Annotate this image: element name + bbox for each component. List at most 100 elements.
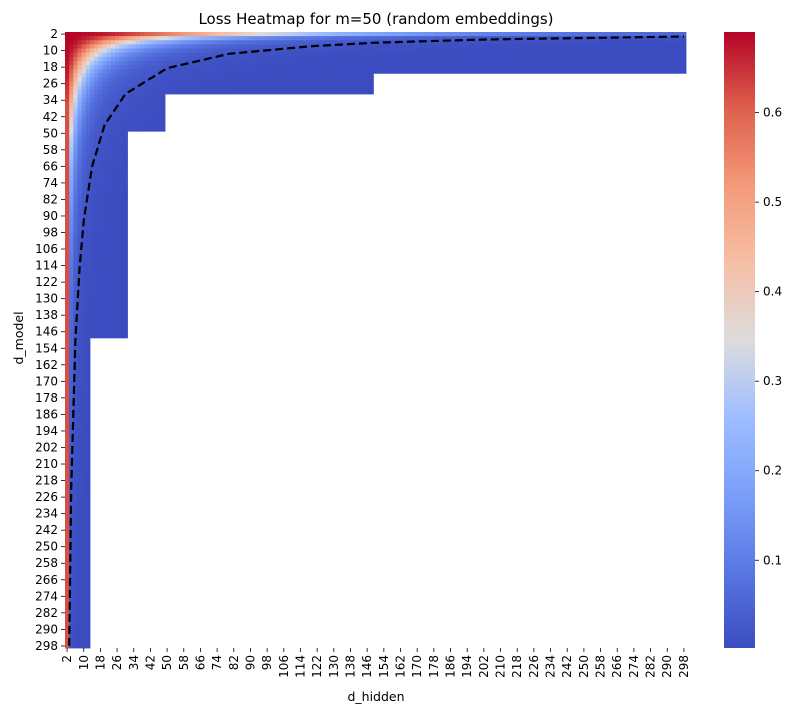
heatmap-cell [144,122,162,128]
heatmap-cell [152,106,158,111]
heatmap-cell [215,48,220,54]
heatmap-cell [431,36,437,41]
heatmap-cell [85,478,91,484]
heatmap-cell [102,131,108,136]
heatmap-cell [90,201,95,207]
heatmap-cell [410,36,416,41]
heatmap-cell [65,234,70,240]
heatmap-cell [65,56,70,62]
heatmap-cell [65,536,70,541]
heatmap-cell [177,40,183,45]
heatmap-cell [156,48,162,54]
heatmap-cell [65,503,70,508]
heatmap-cell [94,242,99,248]
heatmap-cell [77,577,83,583]
x-tick-label: 74 [210,655,224,670]
heatmap-cell [73,379,78,384]
heatmap-cell [81,172,87,178]
y-tick-label: 74 [43,176,58,190]
heatmap-cell [77,56,83,62]
heatmap-cells [65,32,687,649]
heatmap-cell [77,573,83,579]
heatmap-cell [110,189,120,194]
heatmap-cell [81,416,87,422]
heatmap-cell [73,164,78,169]
heatmap-cell [465,32,470,37]
heatmap-cell [135,94,141,99]
heatmap-cell [98,193,103,198]
heatmap-cell [119,114,124,120]
heatmap-cell [85,218,91,223]
heatmap-cell [127,110,133,116]
heatmap-cell [69,81,74,87]
heatmap-cell [69,602,74,608]
heatmap-cell [415,32,420,37]
heatmap-cell [98,255,103,260]
heatmap-cell [94,230,99,235]
heatmap-cell [106,172,112,178]
heatmap-cell [65,610,70,616]
heatmap-cell [565,40,604,45]
heatmap-cell [65,391,70,397]
heatmap-cell [319,65,328,70]
heatmap-cell [177,36,183,41]
heatmap-cell [427,32,433,37]
heatmap-cell [94,184,99,190]
heatmap-cell [177,60,183,66]
heatmap-cell [602,40,629,45]
chart-title: Loss Heatmap for m=50 (random embeddings… [198,10,553,28]
heatmap-cell [77,313,83,318]
heatmap-cell [119,77,124,83]
heatmap-cell [102,143,108,149]
heatmap-cell [69,623,74,628]
heatmap-cell [585,32,591,37]
heatmap-cell [298,36,303,41]
heatmap-cell [156,85,166,91]
heatmap-cell [140,77,145,83]
heatmap-cell [277,48,287,54]
heatmap-cell [77,110,83,116]
heatmap-cell [235,48,241,54]
heatmap-cell [123,106,128,111]
heatmap-cell [177,69,187,74]
x-tick-label: 2 [60,655,74,663]
heatmap-cell [98,77,103,83]
heatmap-cell [140,73,145,78]
heatmap-cell [98,288,103,293]
heatmap-cell [106,110,112,116]
heatmap-cell [98,189,103,194]
heatmap-cell [85,325,91,331]
heatmap-cell [352,60,362,66]
heatmap-cell [435,32,441,37]
heatmap-cell [152,69,158,74]
heatmap-cell [73,44,78,49]
heatmap-cell [69,466,74,471]
heatmap-cell [90,56,95,62]
heatmap-cell [106,184,112,190]
heatmap-cell [102,110,108,116]
heatmap-cell [85,404,91,409]
heatmap-cell [319,32,324,37]
heatmap-cell [85,36,91,41]
heatmap-cell [119,69,124,74]
heatmap-cell [544,32,549,37]
heatmap-cell [123,73,128,78]
heatmap-cell [98,251,103,256]
y-tick-label: 26 [43,77,58,91]
heatmap-cell [152,56,158,62]
heatmap-cell [94,271,103,277]
heatmap-cell [81,151,87,157]
heatmap-cell [252,40,258,45]
heatmap-cell [123,102,128,107]
heatmap-cell [65,44,70,49]
heatmap-cell [73,255,78,260]
heatmap-cell [65,288,70,293]
heatmap-cell [94,308,99,314]
heatmap-cell [73,416,78,422]
heatmap-cell [90,288,95,293]
heatmap-cell [69,110,74,116]
heatmap-cell [185,81,195,87]
heatmap-cell [98,238,108,244]
heatmap-cell [69,255,74,260]
heatmap-cell [69,350,74,355]
